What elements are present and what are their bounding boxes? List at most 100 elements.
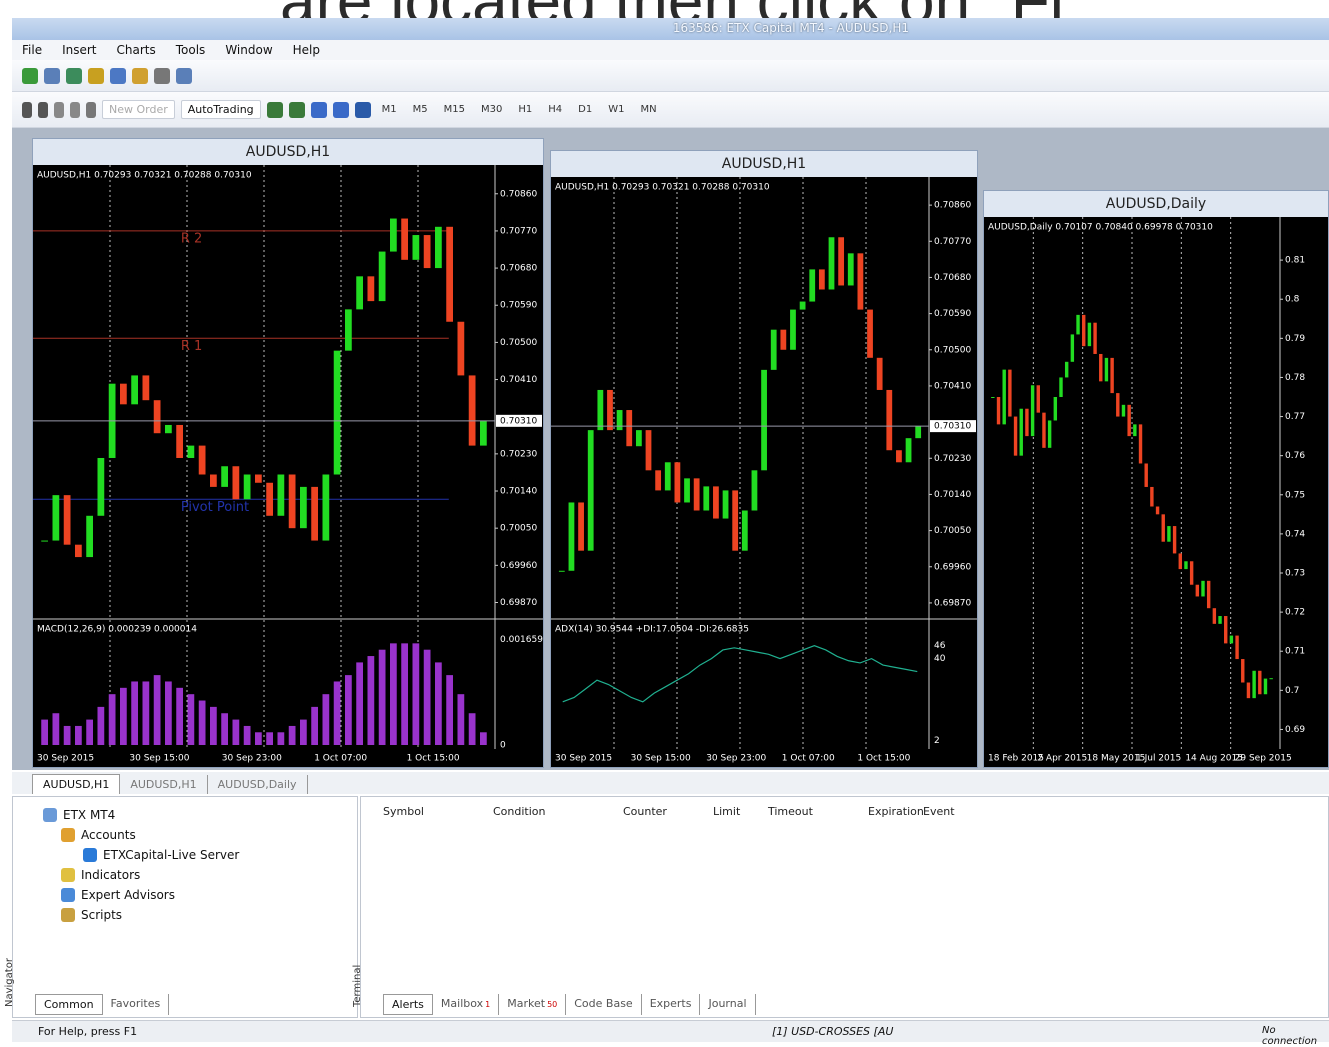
indicator-bar [300, 720, 307, 745]
chart-tab[interactable]: AUDUSD,H1 [120, 775, 207, 794]
menu-item[interactable]: Help [293, 43, 320, 57]
toolbar-icon[interactable] [54, 102, 64, 118]
terminal-tab[interactable]: Journal [700, 994, 755, 1015]
candle [896, 450, 902, 462]
toolbar-icon[interactable] [88, 68, 104, 84]
toolbar-icon[interactable] [132, 68, 148, 84]
tree-row[interactable]: Expert Advisors [43, 885, 239, 905]
terminal-tab[interactable]: Code Base [566, 994, 641, 1015]
indicator-info: MACD(12,26,9) 0.000239 0.000014 [37, 625, 197, 635]
column-header[interactable]: Condition [493, 805, 623, 818]
indicator-bar [289, 726, 296, 745]
tree-icon [61, 868, 75, 882]
timeframe-button[interactable]: M1 [377, 102, 402, 117]
candle [694, 478, 700, 510]
menu-item[interactable]: Window [225, 43, 272, 57]
timeframe-button[interactable]: H4 [543, 102, 567, 117]
tree-row[interactable]: Indicators [43, 865, 239, 885]
menu-item[interactable]: Tools [176, 43, 206, 57]
autotrading-button[interactable]: AutoTrading [181, 100, 261, 119]
y-tick-label: 0.70680 [934, 273, 971, 283]
timeframe-button[interactable]: W1 [603, 102, 629, 117]
candle [597, 390, 603, 430]
chart-info: AUDUSD,H1 0.70293 0.70321 0.70288 0.7031… [555, 183, 770, 193]
candle [64, 495, 71, 545]
candle [578, 502, 584, 550]
toolbar-icon[interactable] [289, 102, 305, 118]
indicator-bar [86, 720, 93, 745]
chart-tab[interactable]: AUDUSD,H1 [32, 774, 120, 794]
column-header[interactable]: Event [923, 805, 983, 818]
terminal-tab[interactable]: Alerts [383, 994, 433, 1015]
timeframe-button[interactable]: H1 [513, 102, 537, 117]
toolbar-icon[interactable] [333, 102, 349, 118]
toolbar-icon[interactable] [355, 102, 371, 118]
timeframe-button[interactable]: MN [635, 102, 661, 117]
tree-row[interactable]: ETX MT4 [43, 805, 239, 825]
tab-badge: 1 [485, 1000, 490, 1009]
toolbar-icon[interactable] [267, 102, 283, 118]
candle [742, 511, 748, 551]
indicator-bar [424, 650, 431, 745]
new-order-button[interactable]: New Order [102, 100, 175, 119]
column-header[interactable]: Symbol [383, 805, 493, 818]
candle [1122, 405, 1125, 417]
y-tick-label: 0.71 [1285, 647, 1305, 657]
navigator-tab[interactable]: Favorites [103, 994, 170, 1015]
toolbar-icon[interactable] [70, 102, 80, 118]
column-header[interactable]: Limit [713, 805, 768, 818]
toolbar-icon[interactable] [110, 68, 126, 84]
candle [752, 470, 758, 510]
menu-bar: File Insert Charts Tools Window Help [12, 40, 1329, 60]
candle [1213, 608, 1216, 624]
navigator: Navigator ETX MT4AccountsETXCapital-Live… [12, 796, 358, 1018]
toolbar [12, 60, 1329, 92]
candle [233, 466, 240, 499]
chart-info: AUDUSD,H1 0.70293 0.70321 0.70288 0.7031… [37, 171, 252, 181]
menu-item[interactable]: File [22, 43, 42, 57]
toolbar-icon[interactable] [86, 102, 96, 118]
toolbar-icon[interactable] [44, 68, 60, 84]
toolbar-icon[interactable] [154, 68, 170, 84]
tree-row[interactable]: Accounts [43, 825, 239, 845]
toolbar-icon[interactable] [38, 102, 48, 118]
toolbar-icon[interactable] [22, 68, 38, 84]
terminal-tab[interactable]: Experts [642, 994, 701, 1015]
candle [480, 421, 487, 446]
timeframe-button[interactable]: M5 [408, 102, 433, 117]
navigator-tab[interactable]: Common [35, 994, 103, 1015]
tree-row[interactable]: Scripts [43, 905, 239, 925]
toolbar-icon[interactable] [176, 68, 192, 84]
tree-row[interactable]: ETXCapital-Live Server [43, 845, 239, 865]
menu-item[interactable]: Insert [62, 43, 96, 57]
toolbar-icon[interactable] [311, 102, 327, 118]
candle [1110, 358, 1113, 393]
tab-label: Mailbox [441, 997, 483, 1010]
tab-label: Journal [708, 997, 746, 1010]
timeframe-button[interactable]: D1 [573, 102, 597, 117]
chart: 0.810.80.790.780.770.760.750.740.730.720… [984, 217, 1328, 767]
column-header[interactable]: Timeout [768, 805, 868, 818]
y-tick-label: 0.70230 [934, 454, 971, 464]
toolbar-icon[interactable] [66, 68, 82, 84]
column-header[interactable]: Counter [623, 805, 713, 818]
candle [1207, 581, 1210, 608]
y-tick-label: 0.70860 [934, 201, 971, 211]
candle [1014, 417, 1017, 456]
tab-badge: 50 [547, 1000, 557, 1009]
timeframe-button[interactable]: M30 [476, 102, 507, 117]
candle [86, 516, 93, 557]
timeframe-button[interactable]: M15 [439, 102, 470, 117]
toolbar-icon[interactable] [22, 102, 32, 118]
column-header[interactable]: Expiration [868, 805, 923, 818]
chart-tab[interactable]: AUDUSD,Daily [208, 775, 308, 794]
candle [1156, 507, 1159, 515]
y-tick-label: 0.69960 [500, 561, 537, 571]
candle [98, 458, 105, 516]
tree-root: ETX MT4 [63, 805, 115, 825]
y-tick-label: 0.70680 [500, 264, 537, 274]
menu-item[interactable]: Charts [117, 43, 156, 57]
